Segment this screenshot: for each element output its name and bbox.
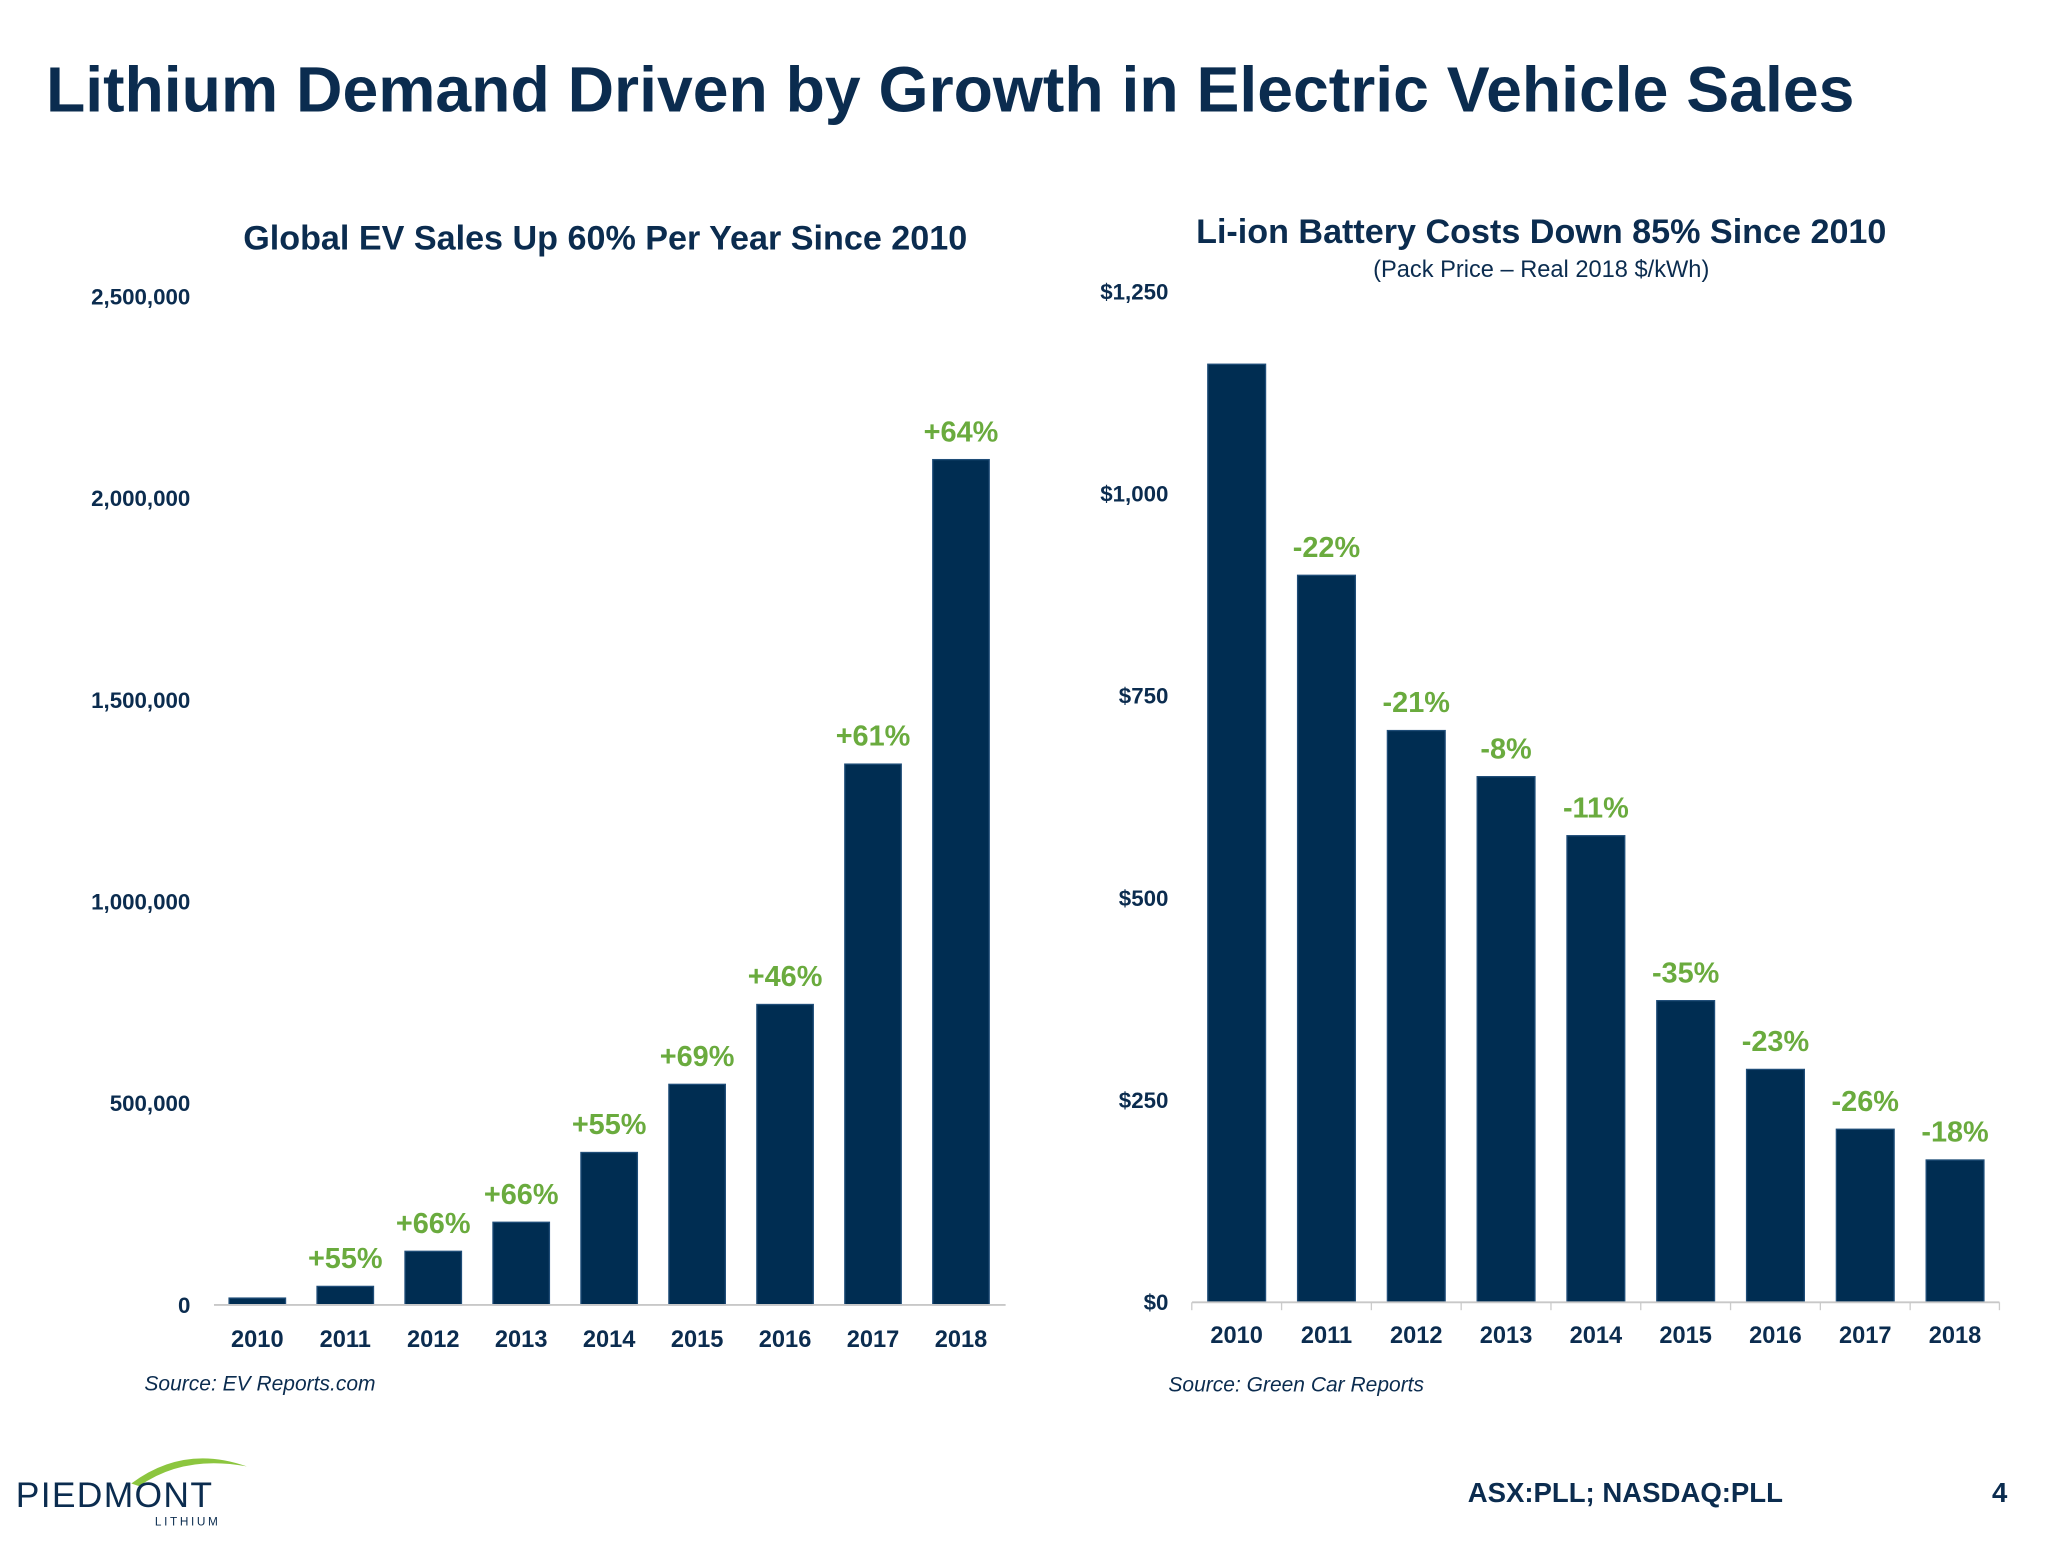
data-label: +55% — [572, 1109, 647, 1141]
data-label: -18% — [1921, 1117, 1988, 1149]
y-tick-label: $750 — [1119, 684, 1169, 709]
y-tick-label: $250 — [1119, 1088, 1169, 1113]
data-label: +66% — [484, 1179, 559, 1211]
chart-title: Global EV Sales Up 60% Per Year Since 20… — [243, 219, 967, 257]
logo-subtext: LITHIUM — [155, 1514, 221, 1528]
y-tick-label: $500 — [1119, 886, 1169, 911]
x-tick-label: 2018 — [1929, 1323, 1982, 1349]
chart-source: Source: EV Reports.com — [144, 1372, 375, 1395]
bar — [1296, 574, 1357, 1303]
data-label: -22% — [1293, 532, 1360, 564]
bar — [1656, 1000, 1716, 1303]
x-tick-label: 2011 — [320, 1327, 371, 1353]
y-tick-label: $1,250 — [1100, 279, 1168, 304]
bar — [1925, 1159, 1985, 1303]
y-tick-label: $1,000 — [1100, 481, 1168, 506]
x-tick-label: 2017 — [847, 1327, 900, 1353]
x-tick-label: 2013 — [1480, 1323, 1533, 1349]
data-label: -21% — [1383, 687, 1450, 719]
y-tick-label: 0 — [178, 1293, 190, 1318]
ticker: ASX:PLL; NASDAQ:PLL — [1468, 1477, 1783, 1508]
bar — [1386, 729, 1446, 1303]
bar — [580, 1151, 639, 1306]
x-tick-label: 2013 — [495, 1327, 548, 1353]
slide-title: Lithium Demand Driven by Growth in Elect… — [46, 54, 1854, 126]
x-tick-label: 2014 — [583, 1327, 636, 1353]
y-tick-label: 1,500,000 — [91, 688, 190, 713]
x-tick-label: 2016 — [1749, 1323, 1802, 1349]
battery-cost-chart: Li-ion Battery Costs Down 85% Since 2010… — [1100, 213, 2001, 1397]
y-tick-label: 1,000,000 — [91, 890, 190, 915]
x-tick-label: 2017 — [1839, 1323, 1892, 1349]
chart-title: Li-ion Battery Costs Down 85% Since 2010 — [1196, 213, 1886, 251]
bar — [228, 1297, 287, 1306]
y-tick-label: $0 — [1144, 1290, 1169, 1315]
x-tick-label: 2018 — [935, 1327, 988, 1353]
x-tick-label: 2015 — [1659, 1323, 1712, 1349]
data-label: +69% — [660, 1041, 735, 1073]
data-label: -35% — [1652, 957, 1719, 989]
bar — [404, 1250, 463, 1306]
data-label: +66% — [396, 1208, 471, 1240]
y-tick-label: 500,000 — [110, 1091, 191, 1116]
x-tick-label: 2011 — [1301, 1323, 1352, 1349]
data-label: -26% — [1832, 1086, 1899, 1118]
y-tick-label: 2,000,000 — [91, 486, 190, 511]
x-tick-label: 2016 — [759, 1327, 812, 1353]
bar — [1745, 1068, 1805, 1303]
x-tick-label: 2014 — [1570, 1323, 1623, 1349]
data-label: +55% — [308, 1243, 383, 1275]
ev-sales-chart: Global EV Sales Up 60% Per Year Since 20… — [91, 219, 1006, 1395]
chart-subtitle: (Pack Price – Real 2018 $/kWh) — [1373, 257, 1709, 283]
data-label: -11% — [1563, 792, 1629, 824]
bar — [316, 1285, 375, 1306]
data-label: +46% — [748, 961, 823, 993]
x-tick-label: 2015 — [671, 1327, 724, 1353]
x-tick-label: 2012 — [1390, 1323, 1443, 1349]
bar — [1835, 1128, 1895, 1303]
piedmont-logo: PIEDMONT LITHIUM — [16, 1458, 247, 1528]
bar — [1476, 776, 1536, 1303]
logo-arc-icon — [131, 1458, 247, 1487]
x-tick-label: 2012 — [407, 1327, 460, 1353]
bar — [1566, 835, 1626, 1303]
data-label: -8% — [1480, 733, 1531, 765]
y-tick-label: 2,500,000 — [91, 285, 190, 310]
bar — [932, 458, 990, 1306]
data-label: +61% — [836, 721, 911, 753]
data-label: -23% — [1742, 1026, 1809, 1058]
logo-text: PIEDMONT — [16, 1475, 214, 1515]
bar — [492, 1221, 551, 1306]
bar — [844, 763, 902, 1306]
page-number: 4 — [1992, 1477, 2008, 1508]
bar — [756, 1003, 814, 1306]
bar — [1207, 363, 1267, 1303]
bar — [668, 1083, 726, 1306]
x-tick-label: 2010 — [1210, 1323, 1263, 1349]
x-tick-label: 2010 — [231, 1327, 284, 1353]
chart-source: Source: Green Car Reports — [1168, 1374, 1424, 1397]
data-label: +64% — [924, 416, 999, 448]
